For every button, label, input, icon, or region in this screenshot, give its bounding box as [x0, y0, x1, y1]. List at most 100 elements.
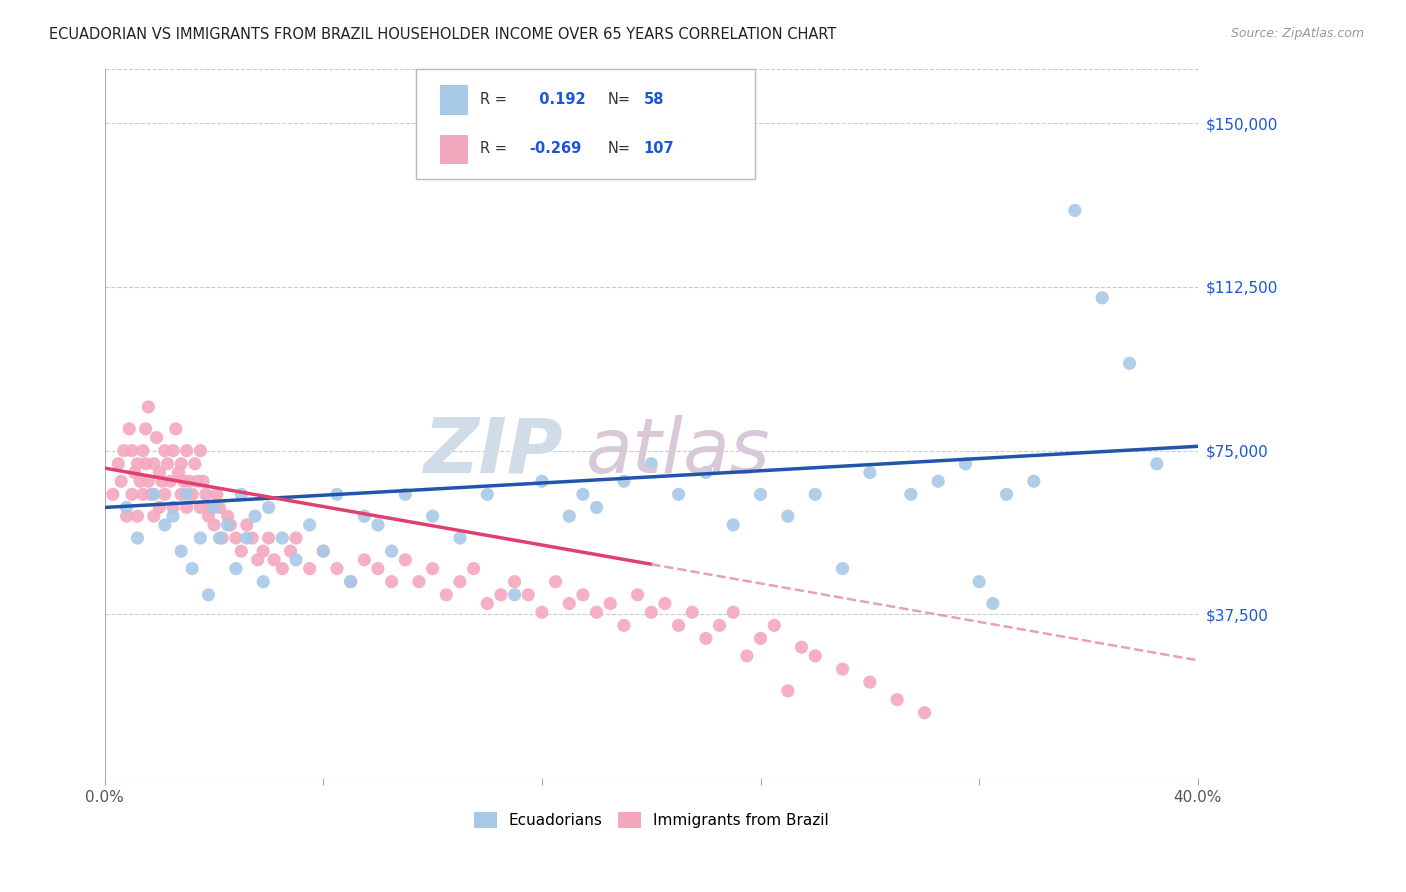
- Point: [1118, 356, 1140, 370]
- Point: [312, 544, 335, 558]
- Point: [138, 400, 160, 414]
- Point: [138, 475, 160, 489]
- Point: [367, 561, 389, 575]
- Point: [503, 588, 526, 602]
- Point: [695, 466, 717, 480]
- Point: [298, 517, 321, 532]
- Point: [179, 475, 201, 489]
- Point: [153, 517, 176, 532]
- Point: [162, 500, 184, 515]
- Point: [153, 443, 176, 458]
- Point: [173, 475, 195, 489]
- Point: [148, 500, 170, 515]
- Point: [886, 692, 908, 706]
- Text: R =: R =: [479, 92, 506, 106]
- Point: [859, 675, 882, 690]
- Point: [654, 597, 676, 611]
- Point: [240, 531, 263, 545]
- Point: [285, 553, 308, 567]
- Point: [150, 475, 173, 489]
- Point: [735, 648, 758, 663]
- Point: [955, 457, 977, 471]
- Point: [197, 588, 219, 602]
- Point: [271, 561, 294, 575]
- Point: [142, 509, 165, 524]
- Point: [1022, 475, 1045, 489]
- Point: [1063, 203, 1085, 218]
- FancyBboxPatch shape: [416, 69, 755, 178]
- Point: [208, 500, 231, 515]
- Point: [927, 475, 949, 489]
- Point: [115, 500, 138, 515]
- Point: [517, 588, 540, 602]
- Point: [159, 475, 181, 489]
- Text: ECUADORIAN VS IMMIGRANTS FROM BRAZIL HOUSEHOLDER INCOME OVER 65 YEARS CORRELATIO: ECUADORIAN VS IMMIGRANTS FROM BRAZIL HOU…: [49, 27, 837, 42]
- Point: [135, 422, 157, 436]
- Point: [558, 597, 581, 611]
- Point: [449, 531, 471, 545]
- Point: [339, 574, 361, 589]
- Point: [353, 509, 375, 524]
- Point: [127, 509, 149, 524]
- Point: [205, 487, 228, 501]
- Point: [145, 431, 167, 445]
- Point: [640, 457, 662, 471]
- Point: [585, 500, 607, 515]
- Point: [463, 561, 485, 575]
- Point: [280, 544, 302, 558]
- Point: [142, 487, 165, 501]
- Point: [243, 509, 266, 524]
- Point: [530, 605, 553, 619]
- Point: [225, 531, 247, 545]
- Point: [489, 588, 512, 602]
- Point: [572, 588, 595, 602]
- Point: [115, 509, 138, 524]
- Point: [530, 475, 553, 489]
- Point: [967, 574, 990, 589]
- Point: [749, 632, 772, 646]
- Point: [208, 531, 231, 545]
- Point: [197, 509, 219, 524]
- Point: [1091, 291, 1114, 305]
- Point: [312, 544, 335, 558]
- Point: [167, 466, 190, 480]
- Point: [394, 553, 416, 567]
- Point: [142, 457, 165, 471]
- Text: atlas: atlas: [586, 415, 770, 489]
- Point: [236, 531, 259, 545]
- Point: [831, 662, 853, 676]
- Point: [763, 618, 786, 632]
- Point: [217, 509, 239, 524]
- Text: -0.269: -0.269: [529, 141, 581, 156]
- Point: [449, 574, 471, 589]
- Point: [558, 509, 581, 524]
- Text: ZIP: ZIP: [425, 415, 564, 489]
- Point: [188, 443, 211, 458]
- Point: [139, 487, 162, 501]
- Point: [194, 487, 217, 501]
- Point: [503, 574, 526, 589]
- Point: [353, 553, 375, 567]
- Point: [776, 684, 799, 698]
- Point: [188, 531, 211, 545]
- Point: [668, 618, 690, 632]
- Point: [434, 588, 457, 602]
- Point: [219, 517, 242, 532]
- Point: [184, 457, 207, 471]
- Point: [626, 588, 648, 602]
- Point: [422, 561, 444, 575]
- Point: [217, 517, 239, 532]
- Point: [112, 443, 135, 458]
- Point: [257, 531, 280, 545]
- Point: [236, 517, 259, 532]
- Point: [110, 475, 132, 489]
- Point: [408, 574, 430, 589]
- Point: [132, 487, 155, 501]
- Point: [995, 487, 1018, 501]
- Point: [721, 517, 744, 532]
- Point: [121, 487, 143, 501]
- Point: [831, 561, 853, 575]
- Point: [156, 457, 179, 471]
- Point: [477, 487, 499, 501]
- Text: R =: R =: [479, 141, 506, 156]
